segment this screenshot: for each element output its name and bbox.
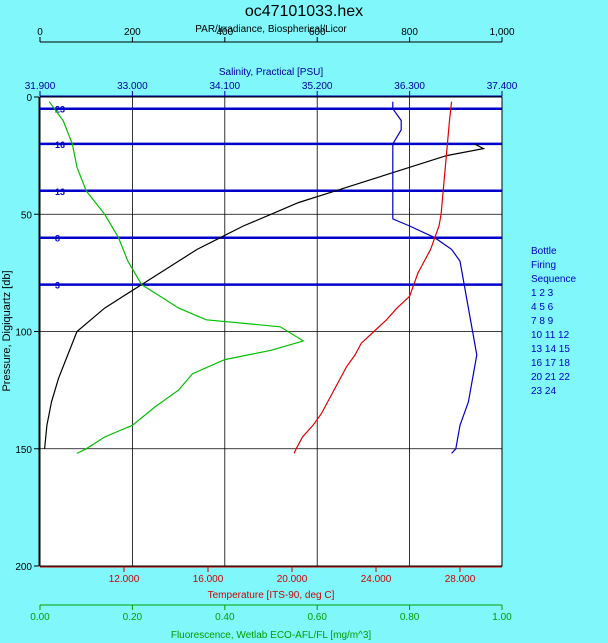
legend-line: 23 24: [531, 386, 556, 397]
data-series: [44, 101, 486, 454]
pressure-axis-label: Pressure, Digiquartz [db]: [1, 270, 13, 391]
temperature-tick-label: 28.000: [445, 574, 476, 585]
par-tick-label: 800: [401, 27, 418, 38]
legend-line: 13 14 15: [531, 344, 570, 355]
pressure-tick-label: 50: [21, 210, 33, 221]
pressure-tick-label: 150: [15, 445, 32, 456]
fluorescence-tick-label: 0.00: [30, 612, 50, 623]
legend-line: 16 17 18: [531, 358, 570, 369]
pressure-tick-label: 0: [26, 93, 32, 104]
salinity-tick-label: 33.000: [117, 81, 148, 92]
bottle-label: 13: [55, 187, 65, 197]
fluorescence-axis-label: Fluorescence, Wetlab ECO-AFL/FL [mg/m^3]: [171, 630, 372, 641]
temperature-tick-label: 12.000: [109, 574, 140, 585]
par-tick-label: 1,000: [489, 27, 514, 38]
legend-line: 7 8 9: [531, 316, 554, 327]
salinity-tick-label: 36.300: [394, 81, 425, 92]
bottle-lines: 23 16 13 8 3: [40, 105, 502, 291]
fluorescence-tick-label: 0.80: [400, 612, 420, 623]
salinity-tick-label: 37.400: [487, 81, 518, 92]
pressure-tick-label: 200: [15, 562, 32, 573]
salinity-tick-label: 35.200: [302, 81, 333, 92]
salinity-axis-label: Salinity, Practical [PSU]: [219, 67, 324, 78]
temperature-tick-label: 20.000: [277, 574, 308, 585]
series-par-line: [44, 143, 486, 449]
temperature-tick-label: 16.000: [193, 574, 224, 585]
salinity-tick-label: 34.100: [210, 81, 241, 92]
salinity-tick-label: 31.900: [25, 81, 56, 92]
fluorescence-tick-label: 0.20: [123, 612, 143, 623]
temperature-axis-label: Temperature [ITS-90, deg C]: [208, 590, 335, 601]
legend-line: Bottle: [531, 246, 557, 257]
bottle-label: 8: [55, 234, 60, 244]
bottle-label: 16: [55, 140, 65, 150]
par-tick-label: 400: [216, 27, 233, 38]
bottle-label: 23: [55, 105, 65, 115]
series-salinity-line: [392, 101, 478, 454]
par-tick-label: 600: [309, 27, 326, 38]
legend-line: 4 5 6: [531, 302, 554, 313]
fluorescence-tick-label: 1.00: [492, 612, 512, 623]
legend-line: 20 21 22: [531, 372, 570, 383]
fluorescence-tick-label: 0.40: [215, 612, 235, 623]
par-axis-label: PAR/Irradiance, Biospherical/Licor: [195, 24, 347, 35]
legend-line: 1 2 3: [531, 288, 554, 299]
fluorescence-tick-label: 0.60: [307, 612, 327, 623]
temperature-tick-label: 24.000: [361, 574, 392, 585]
pressure-tick-label: 100: [15, 328, 32, 339]
par-tick-label: 0: [37, 27, 43, 38]
bottle-firing-legend: Bottle Firing Sequence 1 2 3 4 5 6 7 8 9 10 11…: [531, 246, 576, 397]
axes: 0 200 400 600 800 1,000 31.900 33.000 34.100 35.2…: [15, 27, 517, 623]
series-fluorescence-line: [48, 101, 305, 454]
grid: [39, 96, 503, 567]
par-tick-label: 200: [124, 27, 141, 38]
legend-line: Sequence: [531, 274, 576, 285]
bottle-label: 3: [55, 281, 60, 291]
legend-line: 10 11 12: [531, 330, 570, 341]
chart-title: oc47101033.hex: [245, 3, 363, 20]
series-temperature-line: [293, 101, 453, 454]
legend-line: Firing: [531, 260, 556, 271]
